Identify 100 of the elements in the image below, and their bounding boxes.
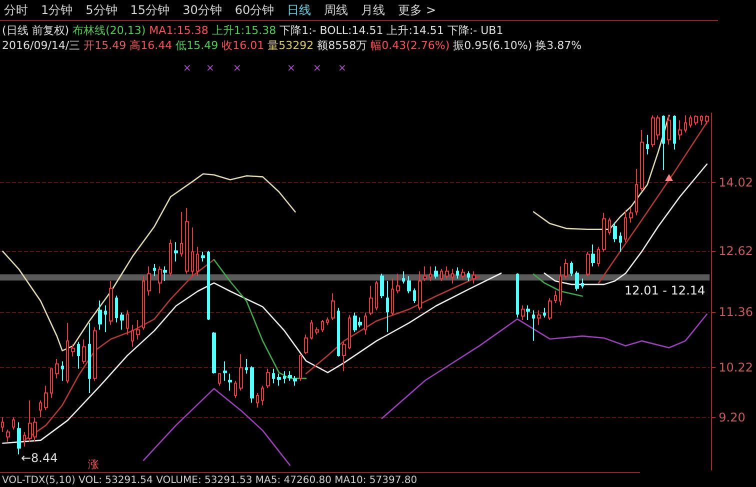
candlestick: [467, 270, 470, 282]
candlestick: [348, 314, 351, 350]
text: VOL-TDX(5,10) VOL: 53291.54 VOLUME: 53291.53 MA5: 47260.80 MA10: 57397.80: [2, 474, 418, 487]
line-series: [544, 163, 708, 286]
text: 60分钟: [234, 3, 274, 17]
candlestick: [239, 354, 243, 392]
candlestick: [429, 266, 432, 282]
candlestick: [342, 341, 346, 372]
candlestick: [17, 422, 21, 455]
candlestick: [71, 344, 75, 358]
y-tick-label: 12.62: [718, 244, 754, 258]
candlestick: [196, 246, 199, 277]
candlestick: [245, 358, 248, 374]
candlestick: [266, 368, 270, 389]
candlestick: [678, 120, 682, 140]
candlestick: [88, 322, 91, 394]
text: 5分钟: [86, 3, 118, 17]
candlestick: [451, 268, 454, 284]
candlestick: [44, 385, 48, 411]
candlestick: [418, 270, 422, 311]
text: 15分钟: [130, 3, 170, 17]
candlestick: [516, 272, 519, 318]
candlestick: [407, 276, 411, 294]
text: ×: [287, 62, 296, 75]
candlestick: [391, 278, 394, 316]
text: 30分钟: [182, 3, 222, 17]
candlestick: [109, 280, 113, 326]
candlestick: [174, 242, 178, 262]
candlestick: [624, 210, 627, 243]
candlestick: [234, 380, 237, 398]
candlestick: [521, 304, 525, 320]
candlestick: [115, 295, 118, 323]
candlestick: [380, 273, 384, 299]
candlestick: [23, 432, 26, 448]
candlestick: [635, 168, 638, 216]
candlestick: [684, 114, 687, 133]
candlestick: [472, 270, 476, 284]
candlestick: [6, 429, 10, 442]
candlestick: [201, 251, 205, 262]
candlestick: [272, 368, 275, 384]
candlestick: [526, 304, 530, 320]
y-tick-label: 11.36: [718, 305, 754, 320]
candlestick: [315, 326, 319, 336]
candlestick: [261, 385, 264, 406]
line-series: [2, 272, 502, 444]
text: 日线: [287, 3, 312, 17]
candlestick: [364, 312, 367, 336]
candlestick: [169, 239, 172, 277]
candlestick: [337, 307, 340, 358]
candlestick: [218, 373, 221, 386]
candlestick: [331, 292, 335, 320]
candlestick: [396, 273, 400, 294]
annotation: 涨: [88, 458, 99, 471]
candlestick: [434, 266, 438, 280]
candlestick: [212, 332, 216, 374]
text: 分时: [4, 3, 28, 17]
candlestick: [131, 324, 134, 348]
candlestick: [375, 280, 378, 311]
candlestick: [256, 392, 259, 408]
candlestick: [191, 226, 194, 277]
candlestick: [82, 338, 86, 364]
candlestick: [667, 114, 671, 146]
candlestick: [445, 266, 449, 280]
candlestick: [575, 270, 579, 292]
text: ×: [338, 62, 346, 75]
candlestick: [283, 370, 286, 384]
text: ×: [233, 62, 242, 75]
candlestick: [689, 114, 692, 128]
candlestick: [461, 268, 465, 280]
line-series: [2, 173, 296, 352]
candlestick: [50, 368, 53, 398]
candlestick: [147, 266, 151, 296]
candlestick: [423, 266, 427, 282]
line-series: [142, 388, 290, 466]
candlestick: [39, 400, 42, 418]
candlestick: [321, 319, 324, 333]
candlestick: [104, 304, 107, 333]
candlestick: [564, 258, 568, 280]
y-tick-label: 9.20: [718, 410, 746, 424]
candlestick: [120, 312, 124, 330]
candlestick: [326, 317, 329, 326]
line-series: [213, 258, 307, 380]
candlestick: [662, 114, 665, 170]
candlestick: [413, 288, 416, 304]
candlestick: [288, 370, 292, 382]
candlestick: [581, 278, 584, 289]
candlestick: [543, 307, 546, 318]
line-series: [24, 258, 215, 441]
candlestick: [548, 298, 552, 320]
candlestick: [646, 134, 649, 155]
text: 周线: [324, 3, 348, 17]
candlestick: [310, 319, 313, 340]
candlestick: [66, 322, 69, 384]
text: (日线 前复权) 布林线(20,13) MA1:15.38 上升1:15.38 下降1:- BOLL:14.51 上升:14.51 下降:- UB1: [2, 24, 504, 37]
candlestick: [163, 266, 167, 282]
text: ×: [313, 62, 322, 75]
candlestick: [532, 310, 535, 342]
band-label: 12.01 - 12.14: [624, 283, 706, 298]
candlestick: [142, 276, 145, 330]
candlestick: [185, 207, 189, 274]
